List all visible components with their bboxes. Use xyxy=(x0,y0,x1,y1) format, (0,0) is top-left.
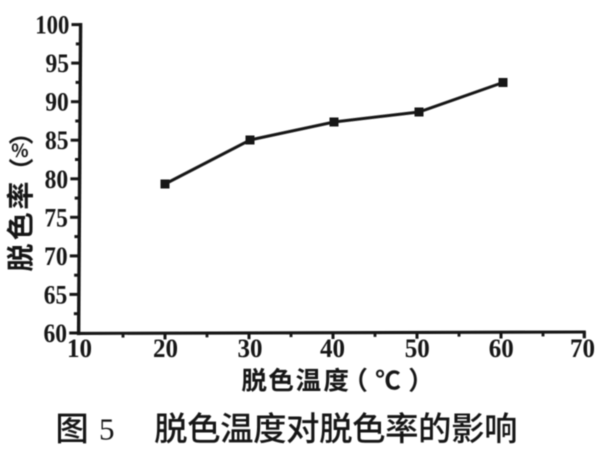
svg-text:65: 65 xyxy=(44,280,68,309)
svg-text:20: 20 xyxy=(153,334,178,363)
svg-text:30: 30 xyxy=(238,334,263,363)
svg-text:70: 70 xyxy=(570,334,595,363)
svg-text:70: 70 xyxy=(44,242,68,271)
svg-text:95: 95 xyxy=(46,49,70,78)
svg-text:90: 90 xyxy=(45,88,69,117)
svg-text:40: 40 xyxy=(320,334,345,363)
svg-text:5: 5 xyxy=(99,412,115,447)
svg-text:75: 75 xyxy=(44,203,68,232)
svg-text:60: 60 xyxy=(44,319,68,348)
svg-text:80: 80 xyxy=(45,165,69,194)
svg-text:85: 85 xyxy=(45,126,69,155)
svg-text:60: 60 xyxy=(489,334,514,363)
svg-text:50: 50 xyxy=(405,334,430,363)
svg-text:100: 100 xyxy=(35,11,69,40)
svg-text:10: 10 xyxy=(67,334,92,363)
